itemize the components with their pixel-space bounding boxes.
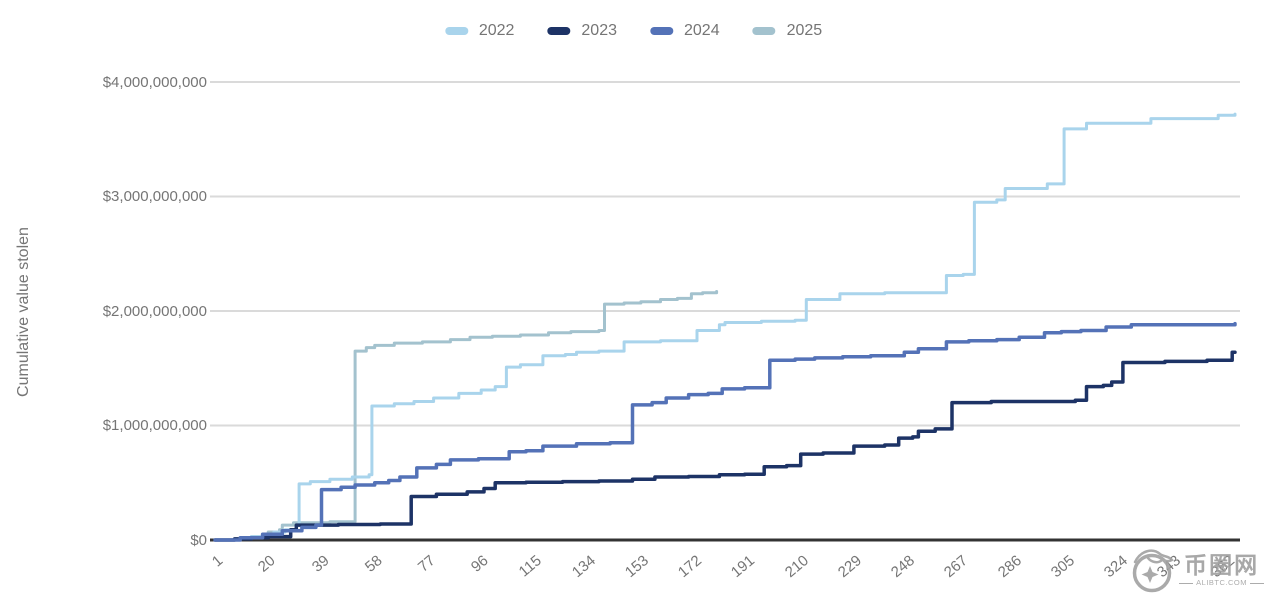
watermark-site-name: 币圈网	[1184, 552, 1260, 579]
legend-label-2025: 2025	[786, 22, 823, 39]
chart-legend: 2022 2023 2024 2025	[444, 22, 823, 40]
legend-swatch-2022	[444, 27, 468, 35]
watermark-logo-icon	[1132, 549, 1174, 593]
legend-swatch-2023	[547, 27, 571, 35]
legend-item-2024: 2024	[650, 22, 720, 40]
y-tick-label: $0	[190, 532, 207, 549]
y-tick-label: $3,000,000,000	[102, 188, 207, 205]
series-line-2025[interactable]	[213, 290, 719, 542]
series-line-2024[interactable]	[213, 321, 1237, 542]
legend-item-2023: 2023	[547, 22, 617, 40]
legend-label-2024: 2024	[684, 22, 720, 39]
y-tick-label: $2,000,000,000	[102, 303, 207, 320]
watermark-domain: ALIBTC.COM	[1179, 579, 1264, 587]
legend-item-2022: 2022	[444, 22, 515, 40]
series-line-2023[interactable]	[213, 350, 1237, 542]
legend-label-2022: 2022	[478, 22, 515, 39]
y-tick-label: $1,000,000,000	[102, 417, 207, 434]
legend-label-2023: 2023	[581, 22, 617, 39]
legend-swatch-2025	[752, 27, 776, 35]
series-line-2022[interactable]	[213, 112, 1237, 542]
watermark: 币圈网 ALIBTC.COM	[1129, 546, 1264, 595]
y-axis-title: Cumulative value stolen	[15, 227, 32, 397]
legend-swatch-2024	[650, 27, 673, 35]
legend-item-2025: 2025	[752, 22, 823, 40]
y-tick-label: $4,000,000,000	[102, 74, 207, 91]
